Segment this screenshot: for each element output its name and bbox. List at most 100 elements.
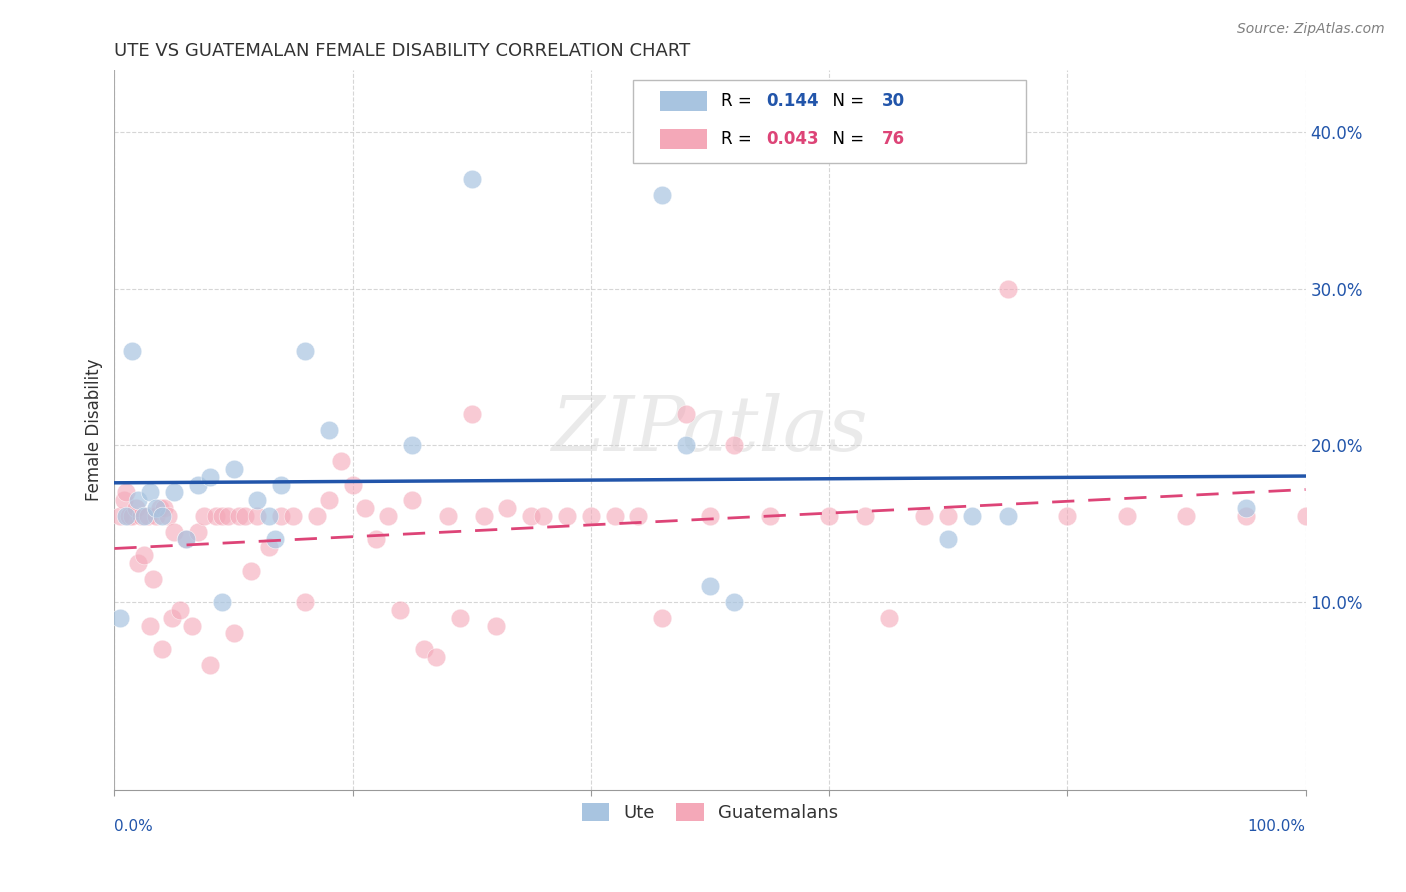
Point	[342, 477, 364, 491]
Text: Source: ZipAtlas.com: Source: ZipAtlas.com	[1237, 22, 1385, 37]
Point	[270, 508, 292, 523]
Point	[366, 533, 388, 547]
Point	[997, 282, 1019, 296]
Point	[603, 508, 626, 523]
FancyBboxPatch shape	[659, 91, 707, 112]
Point	[675, 438, 697, 452]
Point	[127, 556, 149, 570]
Point	[145, 508, 167, 523]
Point	[329, 454, 352, 468]
Point	[627, 508, 650, 523]
Point	[318, 423, 340, 437]
Point	[187, 477, 209, 491]
Point	[163, 524, 186, 539]
Point	[259, 540, 281, 554]
Point	[425, 649, 447, 664]
Point	[699, 579, 721, 593]
Point	[413, 642, 436, 657]
Text: N =: N =	[823, 130, 869, 148]
Point	[121, 344, 143, 359]
Text: N =: N =	[823, 92, 869, 110]
Point	[180, 618, 202, 632]
Point	[461, 172, 484, 186]
FancyBboxPatch shape	[659, 128, 707, 149]
Point	[115, 508, 138, 523]
Text: R =: R =	[721, 92, 762, 110]
Point	[264, 533, 287, 547]
Point	[217, 508, 239, 523]
Point	[136, 508, 159, 523]
Point	[389, 603, 412, 617]
Point	[294, 595, 316, 609]
Point	[198, 657, 221, 672]
Text: R =: R =	[721, 130, 762, 148]
Legend: Ute, Guatemalans: Ute, Guatemalans	[572, 794, 846, 831]
Point	[163, 485, 186, 500]
Point	[305, 508, 328, 523]
Text: 0.0%: 0.0%	[114, 819, 153, 834]
Point	[127, 493, 149, 508]
Point	[912, 508, 935, 523]
Point	[153, 501, 176, 516]
Point	[818, 508, 841, 523]
Point	[134, 548, 156, 562]
Point	[1056, 508, 1078, 523]
Point	[110, 508, 132, 523]
Text: 0.144: 0.144	[766, 92, 818, 110]
Point	[134, 508, 156, 523]
Point	[139, 618, 162, 632]
Point	[520, 508, 543, 523]
Point	[531, 508, 554, 523]
Point	[246, 493, 269, 508]
Point	[211, 508, 233, 523]
Point	[853, 508, 876, 523]
Point	[449, 610, 471, 624]
Point	[270, 477, 292, 491]
Point	[1234, 508, 1257, 523]
Point	[472, 508, 495, 523]
Point	[150, 642, 173, 657]
Point	[401, 493, 423, 508]
Text: 100.0%: 100.0%	[1247, 819, 1306, 834]
Point	[1234, 501, 1257, 516]
Point	[1175, 508, 1198, 523]
Text: 30: 30	[882, 92, 905, 110]
Text: ZIPatlas: ZIPatlas	[551, 392, 869, 467]
Point	[960, 508, 983, 523]
Point	[401, 438, 423, 452]
Point	[651, 610, 673, 624]
Point	[118, 508, 141, 523]
Point	[723, 595, 745, 609]
Point	[240, 564, 263, 578]
Point	[129, 508, 152, 523]
Point	[139, 485, 162, 500]
Point	[496, 501, 519, 516]
Point	[377, 508, 399, 523]
Point	[281, 508, 304, 523]
Text: UTE VS GUATEMALAN FEMALE DISABILITY CORRELATION CHART: UTE VS GUATEMALAN FEMALE DISABILITY CORR…	[114, 42, 690, 60]
Point	[651, 188, 673, 202]
Point	[211, 595, 233, 609]
Point	[699, 508, 721, 523]
Point	[193, 508, 215, 523]
Point	[461, 407, 484, 421]
Point	[723, 438, 745, 452]
Point	[150, 508, 173, 523]
Y-axis label: Female Disability: Female Disability	[86, 359, 103, 501]
Point	[228, 508, 250, 523]
Point	[246, 508, 269, 523]
Point	[204, 508, 226, 523]
Point	[174, 533, 197, 547]
Point	[174, 533, 197, 547]
Point	[121, 508, 143, 523]
Point	[484, 618, 506, 632]
Point	[758, 508, 780, 523]
Point	[125, 501, 148, 516]
Point	[675, 407, 697, 421]
Point	[145, 501, 167, 516]
Point	[235, 508, 257, 523]
Point	[160, 610, 183, 624]
Point	[110, 610, 132, 624]
Point	[187, 524, 209, 539]
Point	[318, 493, 340, 508]
